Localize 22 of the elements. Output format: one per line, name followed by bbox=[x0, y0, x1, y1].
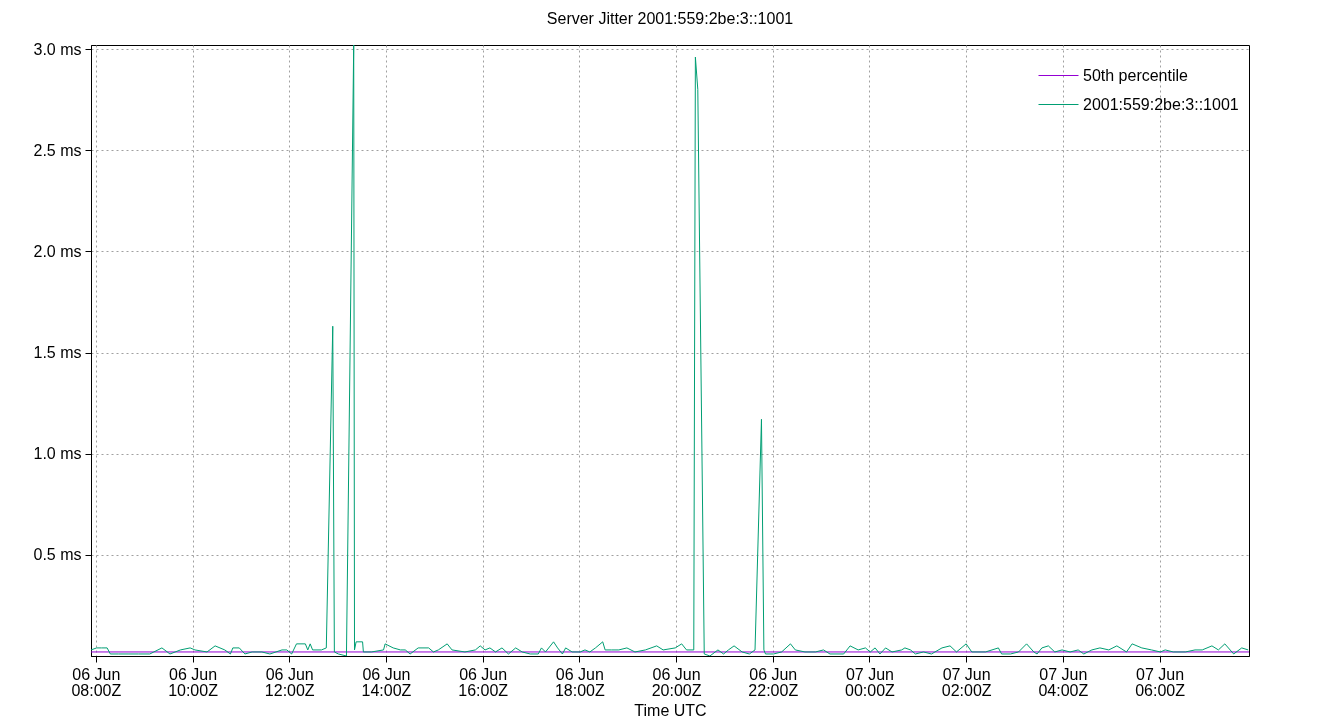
y-tick-label: 1.5 ms bbox=[33, 344, 82, 362]
x-tick-label: 06 Jun 16:00Z bbox=[458, 665, 509, 699]
legend-label: 2001:559:2be:3::1001 bbox=[1083, 95, 1239, 113]
x-tick-label: 06 Jun 18:00Z bbox=[554, 665, 605, 699]
x-tick-label: 07 Jun 04:00Z bbox=[1038, 665, 1089, 699]
x-tick-label: 06 Jun 22:00Z bbox=[748, 665, 799, 699]
y-tick-label: 1.0 ms bbox=[33, 445, 82, 463]
chart-title: Server Jitter 2001:559:2be:3::1001 bbox=[546, 10, 794, 28]
y-tick-label: 2.5 ms bbox=[33, 141, 82, 159]
x-tick-label: 06 Jun 14:00Z bbox=[361, 665, 412, 699]
x-axis-title: Time UTC bbox=[634, 701, 707, 719]
x-tick-label: 07 Jun 06:00Z bbox=[1135, 665, 1186, 699]
x-tick-label: 06 Jun 10:00Z bbox=[168, 665, 219, 699]
legend-label: 50th percentile bbox=[1083, 66, 1189, 84]
x-tick-label: 07 Jun 02:00Z bbox=[941, 665, 992, 699]
y-tick-label: 0.5 ms bbox=[33, 546, 82, 564]
x-tick-label: 06 Jun 12:00Z bbox=[264, 665, 315, 699]
x-tick-label: 06 Jun 20:00Z bbox=[651, 665, 702, 699]
y-tick-label: 3.0 ms bbox=[33, 40, 82, 58]
x-tick-label: 06 Jun 08:00Z bbox=[71, 665, 122, 699]
x-tick-label: 07 Jun 00:00Z bbox=[845, 665, 896, 699]
y-tick-label: 2.0 ms bbox=[33, 242, 82, 260]
